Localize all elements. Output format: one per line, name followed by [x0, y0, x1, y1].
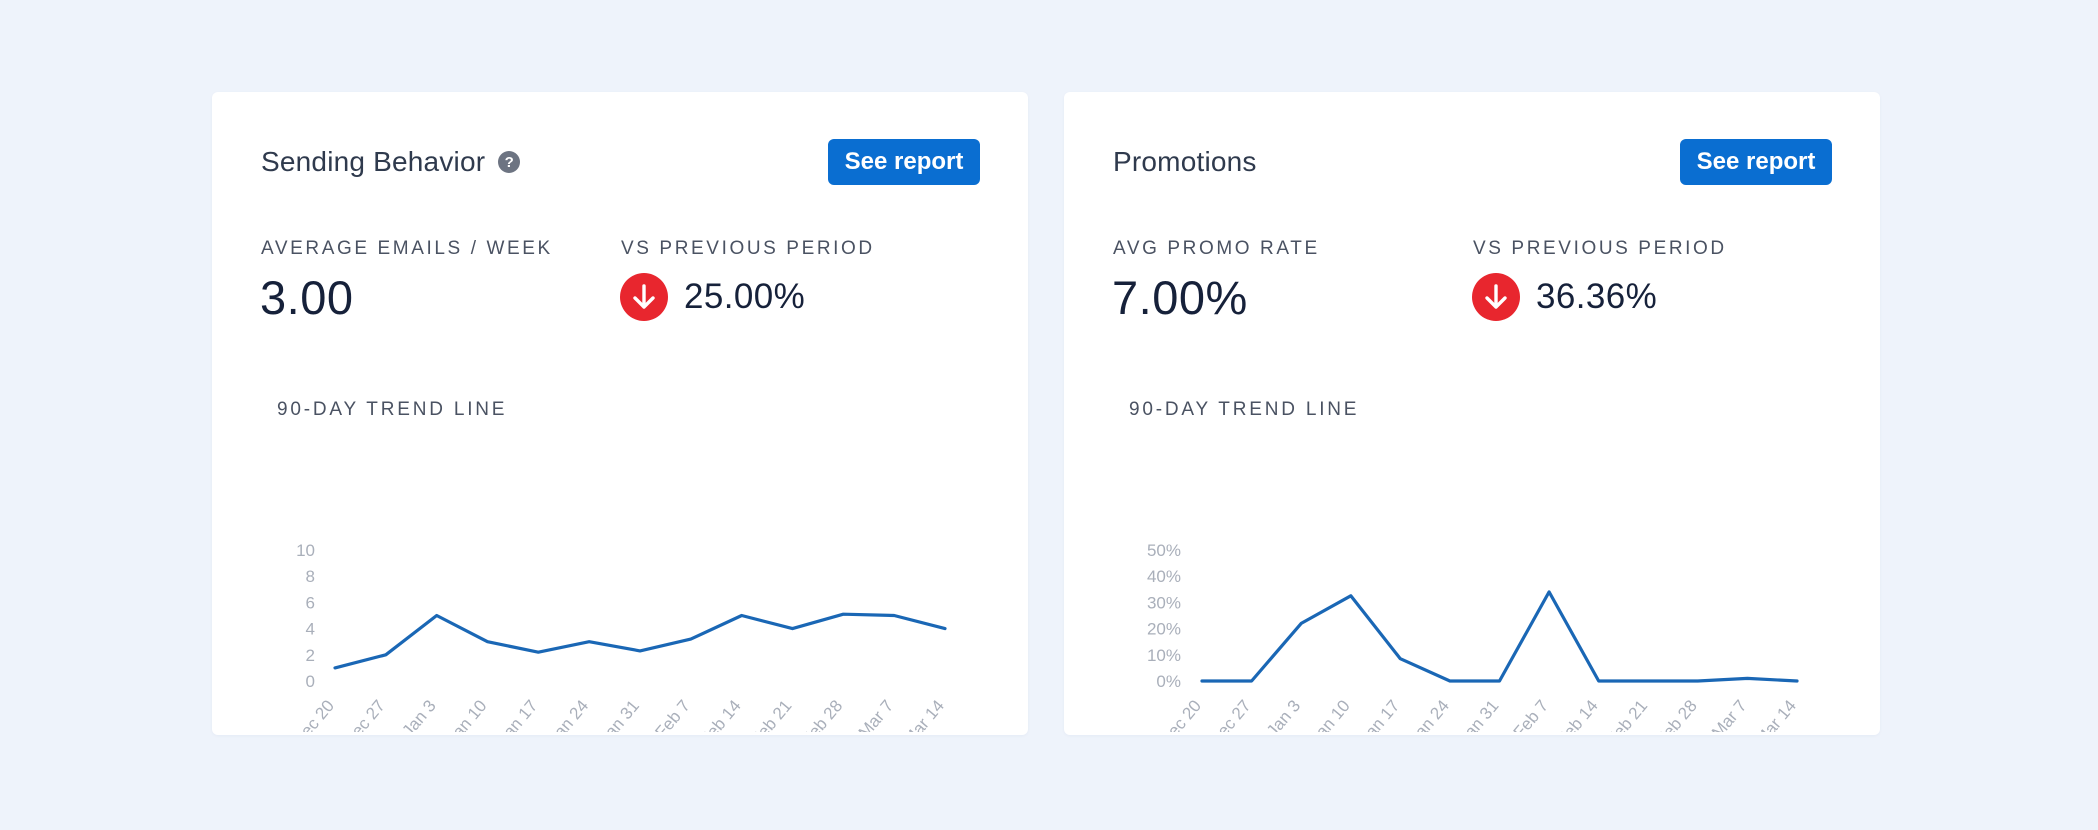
x-tick-label: Dec 27 [340, 696, 389, 732]
y-tick-label: 30% [1147, 593, 1181, 612]
x-tick-label: Jan 17 [494, 696, 541, 732]
x-tick-label: Jan 31 [1455, 696, 1502, 732]
comparison-value: 25.00% [684, 277, 806, 316]
comparison-value: 36.36% [1536, 277, 1658, 316]
x-tick-label: Feb 21 [1603, 696, 1652, 732]
x-tick-label: Feb 28 [798, 696, 847, 732]
y-tick-label: 50% [1147, 541, 1181, 560]
sending-behavior-card: Sending Behavior ? See report AVERAGE EM… [212, 92, 1028, 735]
x-tick-label: Mar 7 [1708, 696, 1750, 732]
x-tick-label: Mar 7 [855, 696, 897, 732]
x-tick-label: Jan 24 [1406, 696, 1453, 732]
arrow-down-circle-icon [620, 273, 668, 321]
metric-label: AVERAGE EMAILS / WEEK [261, 238, 553, 259]
x-tick-label: Feb 14 [696, 696, 745, 732]
trend-line-chart: 0% 10% 20% 30% 40% 50% Dec 20 Dec 27 Jan 3 Jan 10… [1147, 541, 1800, 732]
x-tick-label: Dec 27 [1205, 696, 1254, 732]
x-tick-label: Feb 21 [747, 696, 796, 732]
see-report-button[interactable]: See report [828, 139, 980, 185]
x-tick-label: Feb 7 [651, 696, 694, 732]
x-tick-label: Jan 10 [443, 696, 490, 732]
x-tick-label: Jan 24 [545, 696, 592, 732]
series-line [333, 612, 947, 670]
metric-value: 7.00% [1112, 271, 1248, 324]
metric-value: 3.00 [260, 271, 354, 324]
x-tick-label: Mar 14 [899, 696, 948, 732]
card-title: Sending Behavior ? [261, 146, 521, 178]
question-circle-icon[interactable]: ? [498, 151, 521, 173]
x-tick-label: Feb 28 [1652, 696, 1701, 732]
comparison-delta: 36.36% [1472, 273, 1657, 321]
x-tick-label: Jan 10 [1306, 696, 1353, 732]
promotions-card: Promotions See report AVG PROMO RATE 7.0… [1064, 92, 1880, 735]
comparison-label: VS PREVIOUS PERIOD [1473, 238, 1727, 259]
card-title: Promotions [1113, 146, 1257, 178]
y-tick-label: 20% [1147, 620, 1181, 639]
x-tick-label: Mar 14 [1751, 696, 1800, 732]
y-tick-label: 8 [306, 567, 315, 586]
comparison-label: VS PREVIOUS PERIOD [621, 238, 875, 259]
y-tick-label: 6 [306, 593, 315, 612]
trend-line-label: 90-DAY TREND LINE [277, 399, 508, 420]
x-tick-label: Jan 3 [1263, 696, 1304, 732]
y-tick-label: 2 [306, 646, 315, 665]
x-tick-label: Dec 20 [1156, 696, 1205, 732]
x-tick-label: Feb 7 [1510, 696, 1553, 732]
card-title-text: Sending Behavior [261, 146, 486, 177]
trend-line-label: 90-DAY TREND LINE [1129, 399, 1360, 420]
y-tick-label: 10% [1147, 646, 1181, 665]
arrow-down-circle-icon [1472, 273, 1520, 321]
x-tick-label: Jan 3 [398, 696, 439, 732]
metric-label: AVG PROMO RATE [1113, 238, 1320, 259]
comparison-delta: 25.00% [620, 273, 805, 321]
y-tick-label: 4 [306, 620, 315, 639]
card-title-text: Promotions [1113, 146, 1257, 177]
x-tick-label: Jan 31 [596, 696, 643, 732]
x-tick-label: Feb 14 [1553, 696, 1602, 732]
see-report-button[interactable]: See report [1680, 139, 1832, 185]
x-tick-label: Dec 20 [289, 696, 338, 732]
series-line [1200, 590, 1799, 683]
y-tick-label: 10 [296, 541, 315, 560]
x-tick-label: Jan 17 [1356, 696, 1403, 732]
y-tick-label: 0 [306, 672, 315, 691]
y-tick-label: 40% [1147, 567, 1181, 586]
y-tick-label: 0% [1156, 672, 1181, 691]
